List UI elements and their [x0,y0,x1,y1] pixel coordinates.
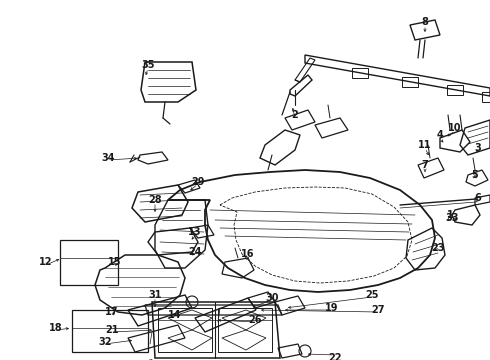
Text: 17: 17 [105,307,119,317]
Text: 26: 26 [248,315,262,325]
Text: 1: 1 [446,210,453,220]
Text: 22: 22 [328,353,342,360]
Text: 27: 27 [371,305,385,315]
Text: 35: 35 [141,60,155,70]
Text: 19: 19 [325,303,339,313]
Text: 29: 29 [191,177,205,187]
Text: 3: 3 [475,143,481,153]
Text: 33: 33 [445,213,459,223]
Text: 2: 2 [292,110,298,120]
Text: 31: 31 [148,290,162,300]
Text: 12: 12 [39,257,53,267]
Text: 24: 24 [188,247,202,257]
Text: 30: 30 [265,293,279,303]
Text: 4: 4 [437,130,443,140]
Text: 16: 16 [241,249,255,259]
Text: 10: 10 [448,123,462,133]
Text: 28: 28 [148,195,162,205]
Text: 14: 14 [168,310,182,320]
Text: 13: 13 [188,227,202,237]
Text: 15: 15 [108,257,122,267]
Text: 7: 7 [421,160,428,170]
Text: 8: 8 [421,17,428,27]
Text: 6: 6 [475,193,481,203]
Text: 23: 23 [431,243,445,253]
Text: 34: 34 [101,153,115,163]
Text: 21: 21 [105,325,119,335]
Text: 11: 11 [418,140,432,150]
Text: 5: 5 [472,170,478,180]
Text: 18: 18 [49,323,63,333]
Text: 32: 32 [98,337,112,347]
Text: 25: 25 [365,290,379,300]
